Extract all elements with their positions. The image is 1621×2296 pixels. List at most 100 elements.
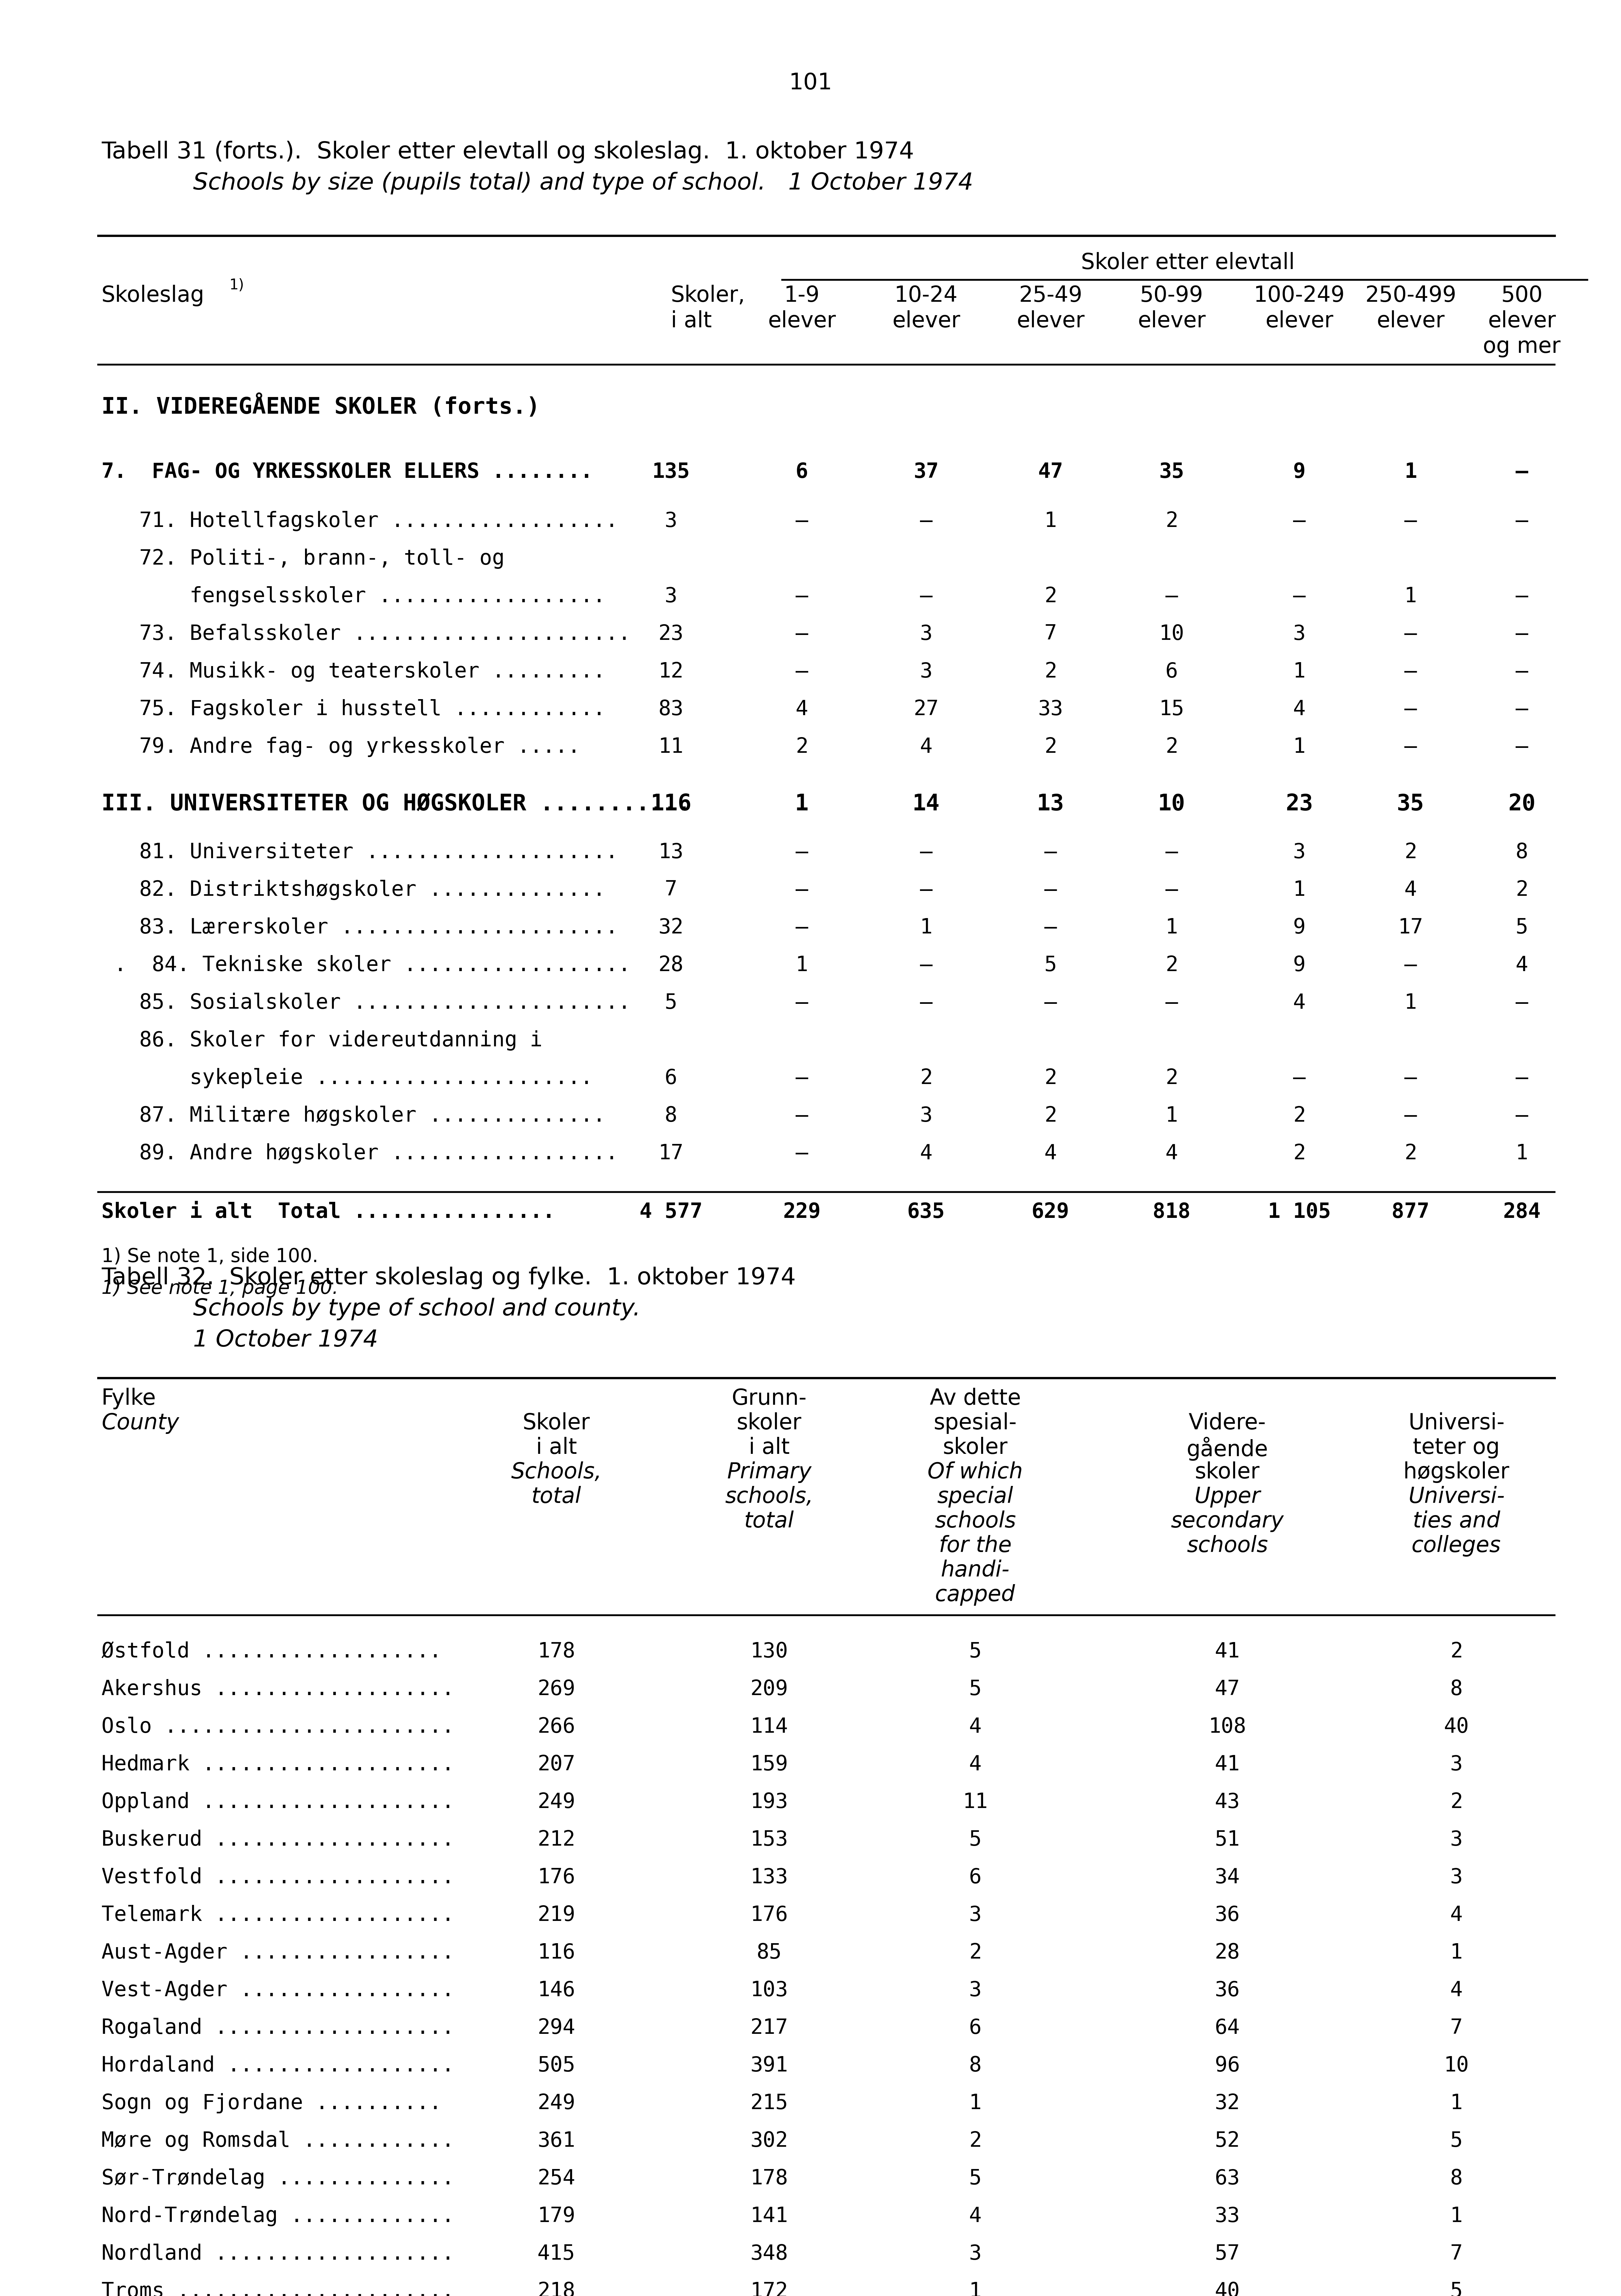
- Text: –: –: [1165, 992, 1178, 1013]
- Text: 114: 114: [751, 1717, 788, 1738]
- Text: 2: 2: [1165, 510, 1178, 530]
- Text: –: –: [796, 1143, 809, 1164]
- Text: Buskerud ...................: Buskerud ...................: [102, 1830, 454, 1851]
- Text: 629: 629: [1031, 1201, 1070, 1221]
- Text: 1: 1: [1165, 918, 1178, 937]
- Text: 14: 14: [913, 792, 940, 815]
- Text: 348: 348: [751, 2243, 788, 2264]
- Text: –: –: [1516, 625, 1529, 643]
- Text: .  84. Tekniske skoler ..................: . 84. Tekniske skoler ..................: [102, 955, 631, 976]
- Text: –: –: [796, 661, 809, 682]
- Text: –: –: [1044, 918, 1057, 937]
- Text: 47: 47: [1037, 461, 1063, 482]
- Text: 32: 32: [1214, 2094, 1240, 2112]
- Text: 2: 2: [969, 1942, 982, 1963]
- Text: 284: 284: [1503, 1201, 1540, 1221]
- Text: 2: 2: [1294, 1143, 1305, 1164]
- Text: 6: 6: [1165, 661, 1178, 682]
- Text: 2: 2: [1451, 1791, 1462, 1812]
- Text: skoler: skoler: [736, 1412, 801, 1435]
- Text: 3: 3: [969, 2243, 982, 2264]
- Text: 10: 10: [1157, 792, 1185, 815]
- Text: 87. Militære høgskoler ..............: 87. Militære høgskoler ..............: [102, 1104, 606, 1125]
- Text: Oppland ....................: Oppland ....................: [102, 1791, 454, 1812]
- Text: 28: 28: [658, 955, 684, 976]
- Text: 9: 9: [1294, 461, 1305, 482]
- Text: 12: 12: [658, 661, 684, 682]
- Text: 179: 179: [538, 2206, 575, 2227]
- Text: 83. Lærerskoler ......................: 83. Lærerskoler ......................: [102, 918, 618, 937]
- Text: 103: 103: [751, 1979, 788, 2000]
- Text: 41: 41: [1214, 1642, 1240, 1662]
- Text: schools: schools: [935, 1511, 1016, 1531]
- Text: og mer: og mer: [1483, 335, 1561, 358]
- Text: 9: 9: [1294, 918, 1305, 937]
- Text: special: special: [937, 1486, 1013, 1508]
- Text: –: –: [919, 955, 932, 976]
- Text: 1: 1: [1451, 2094, 1462, 2112]
- Text: 71. Hotellfagskoler ..................: 71. Hotellfagskoler ..................: [102, 510, 618, 530]
- Text: sykepleie ......................: sykepleie ......................: [102, 1068, 593, 1088]
- Text: –: –: [1516, 585, 1529, 606]
- Text: skoler: skoler: [1195, 1460, 1260, 1483]
- Text: 2: 2: [1516, 879, 1529, 900]
- Text: –: –: [796, 843, 809, 863]
- Text: 57: 57: [1214, 2243, 1240, 2264]
- Text: 64: 64: [1214, 2018, 1240, 2039]
- Text: 20: 20: [1508, 792, 1535, 815]
- Text: Østfold ...................: Østfold ...................: [102, 1642, 441, 1662]
- Text: 5: 5: [969, 1830, 982, 1851]
- Text: 2: 2: [1044, 1104, 1057, 1125]
- Text: Skoler i alt  Total ................: Skoler i alt Total ................: [102, 1201, 554, 1221]
- Text: total: total: [532, 1486, 582, 1508]
- Text: 96: 96: [1214, 2055, 1240, 2076]
- Text: 4: 4: [1404, 879, 1417, 900]
- Text: 101: 101: [789, 71, 832, 94]
- Text: 2: 2: [1165, 955, 1178, 976]
- Text: 7: 7: [665, 879, 678, 900]
- Text: capped: capped: [935, 1584, 1015, 1605]
- Text: 1: 1: [1451, 1942, 1462, 1963]
- Text: 4: 4: [1165, 1143, 1178, 1164]
- Text: 1: 1: [1404, 585, 1417, 606]
- Text: 3: 3: [969, 1979, 982, 2000]
- Text: 2: 2: [1404, 843, 1417, 863]
- Text: 1) See note 1, page 100.: 1) See note 1, page 100.: [102, 1279, 339, 1297]
- Text: Av dette: Av dette: [930, 1387, 1021, 1410]
- Text: 23: 23: [658, 625, 684, 643]
- Text: –: –: [1516, 992, 1529, 1013]
- Text: Videre-: Videre-: [1188, 1412, 1266, 1435]
- Text: Grunn-: Grunn-: [731, 1387, 807, 1410]
- Text: 302: 302: [751, 2131, 788, 2151]
- Text: 34: 34: [1214, 1867, 1240, 1887]
- Text: 36: 36: [1214, 1979, 1240, 2000]
- Text: 207: 207: [538, 1754, 575, 1775]
- Text: –: –: [1516, 461, 1529, 482]
- Text: –: –: [796, 918, 809, 937]
- Text: 3: 3: [665, 585, 678, 606]
- Text: spesial-: spesial-: [934, 1412, 1016, 1435]
- Text: 1: 1: [1451, 2206, 1462, 2227]
- Text: –: –: [1294, 585, 1305, 606]
- Text: County: County: [102, 1412, 178, 1435]
- Text: 215: 215: [751, 2094, 788, 2112]
- Text: 153: 153: [751, 1830, 788, 1851]
- Text: 178: 178: [538, 1642, 575, 1662]
- Text: i alt: i alt: [537, 1437, 577, 1458]
- Text: 7: 7: [1451, 2243, 1462, 2264]
- Text: –: –: [796, 585, 809, 606]
- Text: 146: 146: [538, 1979, 575, 2000]
- Text: 505: 505: [538, 2055, 575, 2076]
- Text: 13: 13: [1037, 792, 1065, 815]
- Text: Sør-Trøndelag ..............: Sør-Trøndelag ..............: [102, 2167, 454, 2188]
- Text: 13: 13: [658, 843, 684, 863]
- Text: Upper: Upper: [1195, 1486, 1260, 1508]
- Text: 4: 4: [969, 2206, 982, 2227]
- Text: 32: 32: [658, 918, 684, 937]
- Text: 4: 4: [1294, 698, 1305, 719]
- Text: total: total: [744, 1511, 794, 1531]
- Text: 3: 3: [1294, 843, 1305, 863]
- Text: Skoleslag: Skoleslag: [102, 285, 204, 305]
- Text: 176: 176: [751, 1906, 788, 1924]
- Text: 23: 23: [1285, 792, 1313, 815]
